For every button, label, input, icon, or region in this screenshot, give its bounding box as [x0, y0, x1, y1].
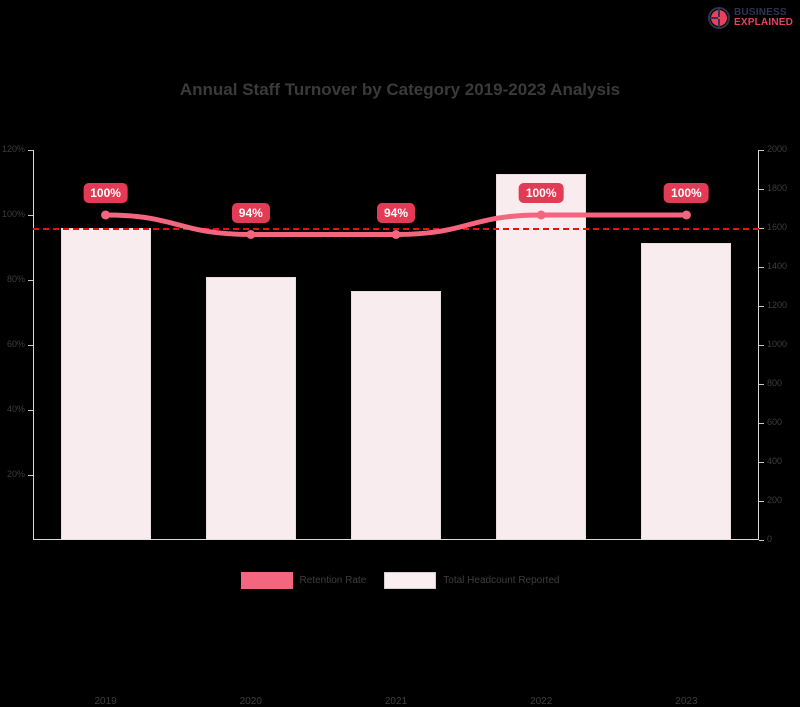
- category-label-2020: 2020: [239, 696, 262, 707]
- right-axis-tick: [759, 423, 764, 424]
- logo-burst-icon: [708, 7, 730, 29]
- left-axis-tick: [28, 410, 33, 411]
- right-axis-tick: [759, 501, 764, 502]
- left-axis-tick-label: 60%: [6, 339, 25, 349]
- chart-legend: Retention Rate Total Headcount Reported: [0, 572, 800, 589]
- right-axis-tick-label: 200: [767, 495, 783, 505]
- plot-area: 120% 100% 80% 60% 40% 20% 2000 1800 1600 1400 120…: [2, 144, 787, 707]
- right-axis-tick: [759, 306, 764, 307]
- bar-2019[interactable]: [60, 228, 151, 540]
- reference-line: [33, 228, 759, 230]
- logo-line-1: BUSINESS: [734, 6, 787, 18]
- left-axis-tick-label: 100%: [1, 209, 25, 219]
- right-axis-tick: [759, 384, 764, 385]
- right-axis-tick: [759, 228, 764, 229]
- data-label-2022: 100%: [518, 183, 564, 203]
- bar-2020[interactable]: [205, 276, 296, 540]
- right-axis-tick: [759, 267, 764, 268]
- left-axis-tick-label: 80%: [6, 274, 25, 284]
- left-axis-line: [33, 150, 34, 540]
- data-label-2023: 100%: [664, 183, 709, 203]
- right-axis-tick-label: 1000: [767, 339, 788, 349]
- bar-2021[interactable]: [350, 291, 441, 540]
- logo-wordmark: BUSINESS EXPLAINED: [734, 6, 794, 29]
- right-axis-tick: [759, 189, 764, 190]
- left-axis-tick: [28, 280, 33, 281]
- left-axis-tick: [28, 475, 33, 476]
- left-axis-tick-label: 40%: [6, 404, 25, 414]
- left-axis-tick: [28, 345, 33, 346]
- data-label-2019: 100%: [83, 183, 128, 203]
- legend-swatch-line: [240, 572, 293, 589]
- chart-title: Annual Staff Turnover by Category 2019-2…: [179, 80, 621, 99]
- data-label-2021: 94%: [376, 202, 416, 223]
- category-label-2019: 2019: [94, 696, 117, 707]
- right-axis-tick-label: 1200: [767, 300, 788, 310]
- legend-label-line: Retention Rate: [299, 575, 367, 586]
- right-axis-tick-label: 1600: [767, 222, 788, 232]
- left-axis-tick: [28, 150, 33, 151]
- category-label-2022: 2022: [530, 696, 553, 707]
- legend-item-line[interactable]: Retention Rate: [240, 572, 367, 589]
- bar-2023[interactable]: [641, 242, 732, 540]
- right-axis-line: [758, 150, 759, 540]
- category-label-2021: 2021: [384, 696, 408, 707]
- category-label-2023: 2023: [675, 696, 698, 707]
- right-axis-tick: [759, 345, 764, 346]
- right-axis-tick: [759, 150, 764, 151]
- right-axis-tick: [759, 540, 764, 541]
- right-axis-tick-label: 600: [767, 417, 783, 427]
- right-axis-tick-label: 800: [767, 378, 783, 388]
- logo-line-2: EXPLAINED: [734, 17, 794, 28]
- line-marker-2021[interactable]: [391, 230, 401, 239]
- right-axis-tick-label: 1800: [767, 183, 788, 193]
- legend-swatch-bar: [384, 572, 437, 589]
- line-marker-2023[interactable]: [681, 210, 691, 220]
- line-marker-2020[interactable]: [246, 230, 256, 239]
- left-axis-tick-label: 120%: [1, 144, 25, 154]
- legend-label-bar: Total Headcount Reported: [443, 575, 560, 586]
- data-label-2020: 94%: [231, 202, 270, 223]
- right-axis-tick-label: 400: [767, 456, 783, 466]
- right-axis-tick-label: 0: [767, 534, 773, 544]
- brand-logo: BUSINESS EXPLAINED: [708, 4, 796, 32]
- right-axis-tick: [759, 462, 764, 463]
- right-axis-tick-label: 2000: [767, 144, 788, 154]
- line-marker-2019[interactable]: [101, 210, 111, 220]
- right-axis-tick-label: 1400: [767, 261, 788, 271]
- legend-item-bar[interactable]: Total Headcount Reported: [384, 572, 559, 589]
- left-axis-tick: [28, 215, 33, 216]
- left-axis-tick-label: 20%: [6, 469, 25, 479]
